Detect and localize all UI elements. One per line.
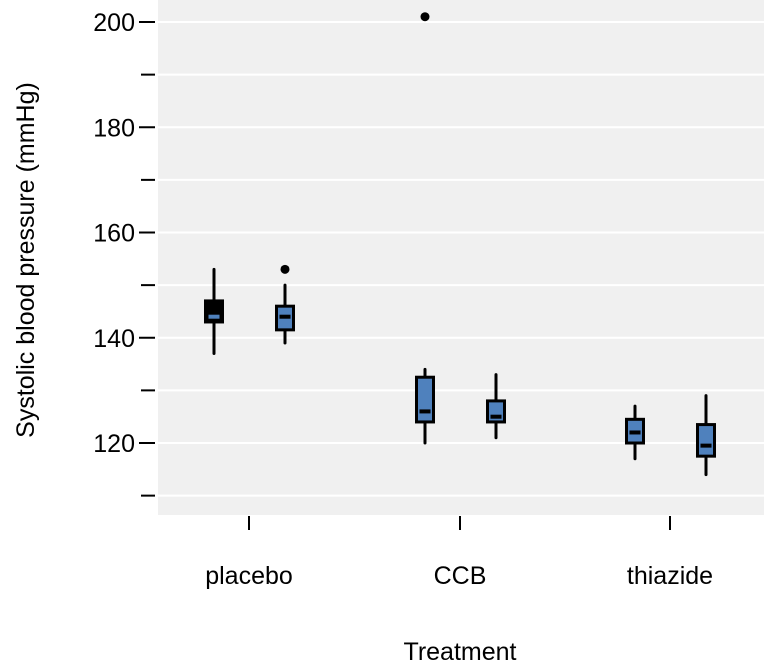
y-tick-label: 120	[93, 430, 135, 458]
x-tick-label-placebo: placebo	[205, 562, 293, 590]
boxes-layer	[204, 12, 716, 477]
y-tick-label: 140	[93, 325, 135, 353]
x-axis-title: Treatment	[403, 638, 516, 666]
y-tick-label: 160	[93, 220, 135, 248]
box-placebo-group-2	[275, 264, 295, 345]
outlier-point	[420, 12, 430, 22]
box-thiazide-group-2	[696, 394, 716, 477]
y-axis: 200 180 160 140 120	[93, 9, 155, 497]
box-ccb-group-1	[415, 12, 435, 445]
box-thiazide-group-1	[625, 404, 645, 461]
x-axis: placebo CCB thiazide	[205, 516, 713, 590]
outlier-point	[280, 264, 290, 274]
gridlines	[158, 21, 764, 497]
box-iqr	[486, 399, 506, 424]
x-tick-label-ccb: CCB	[434, 562, 487, 590]
x-tick-label-thiazide: thiazide	[627, 562, 713, 590]
plot-panel	[158, 0, 764, 515]
y-tick-label: 180	[93, 114, 135, 142]
box-iqr	[204, 299, 224, 324]
box-ccb-group-2	[486, 373, 506, 440]
y-tick-label: 200	[93, 9, 135, 37]
box-iqr	[696, 423, 716, 458]
box-placebo-group-1	[204, 267, 224, 356]
y-axis-title: Systolic blood pressure (mmHg)	[12, 82, 40, 438]
box-iqr	[415, 375, 435, 424]
